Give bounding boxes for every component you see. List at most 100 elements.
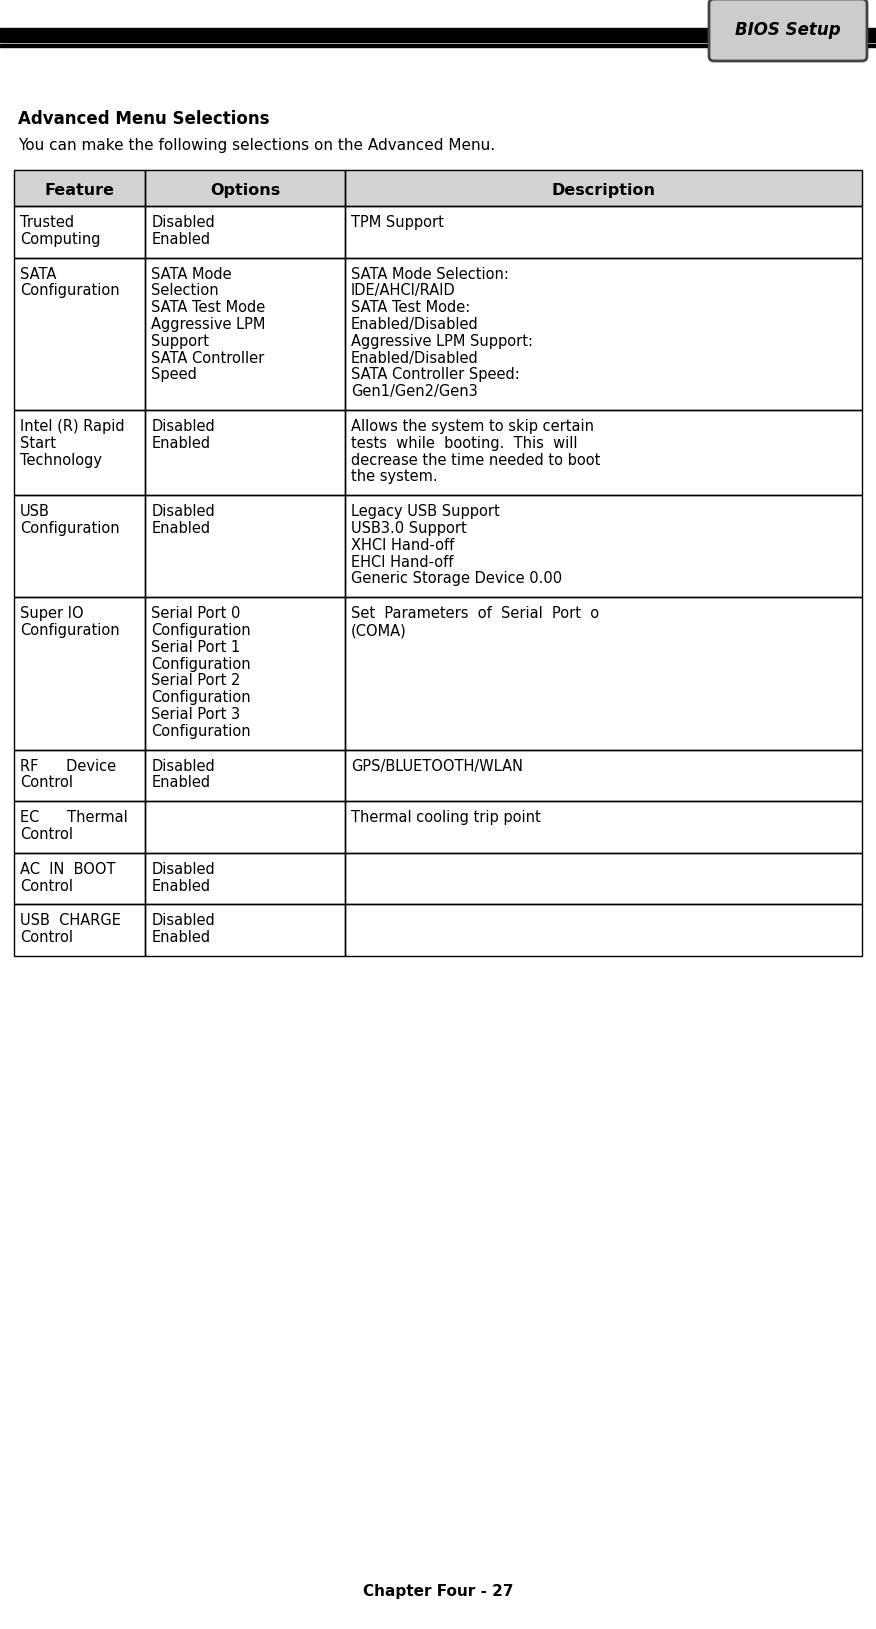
Text: SATA Test Mode:: SATA Test Mode: [350,300,470,314]
Bar [145,801,345,854]
Text: Generic Storage Device 0.00: Generic Storage Device 0.00 [350,572,562,586]
Text: Disabled: Disabled [152,215,215,230]
Text: Enabled/Disabled: Enabled/Disabled [350,350,478,365]
Text: Serial Port 1: Serial Port 1 [152,640,241,655]
Text: Disabled: Disabled [152,419,215,433]
Text: Computing: Computing [20,231,101,248]
Bar [145,169,345,205]
Text: Configuration: Configuration [152,723,251,740]
Text: Serial Port 2: Serial Port 2 [152,673,241,689]
Text: USB3.0 Support: USB3.0 Support [350,521,466,536]
Bar [345,854,862,904]
Text: Serial Port 0: Serial Port 0 [152,606,241,621]
Bar [145,205,345,257]
Bar [0,28,876,42]
Text: Legacy USB Support: Legacy USB Support [350,505,499,520]
Text: You can make the following selections on the Advanced Menu.: You can make the following selections on… [18,138,495,153]
Text: Gen1/Gen2/Gen3: Gen1/Gen2/Gen3 [350,384,477,399]
Text: EHCI Hand-off: EHCI Hand-off [350,554,453,570]
Text: Control: Control [20,930,73,945]
Text: Disabled: Disabled [152,759,215,774]
Bar [145,257,345,411]
Bar [345,169,862,205]
Text: Intel (R) Rapid: Intel (R) Rapid [20,419,124,433]
Text: XHCI Hand-off: XHCI Hand-off [350,538,454,552]
Text: SATA Controller: SATA Controller [152,350,265,365]
Bar [345,749,862,801]
Text: Configuration: Configuration [20,283,120,298]
Text: SATA: SATA [20,267,56,282]
Text: Disabled: Disabled [152,914,215,929]
Text: Configuration: Configuration [152,691,251,705]
Bar [14,598,145,749]
Bar [345,205,862,257]
Bar [145,904,345,956]
Text: Super IO: Super IO [20,606,83,621]
Text: Feature: Feature [45,182,115,197]
Bar [145,598,345,749]
Text: Description: Description [551,182,655,197]
Text: USB  CHARGE: USB CHARGE [20,914,121,929]
Text: Advanced Menu Selections: Advanced Menu Selections [18,111,270,129]
Bar [345,598,862,749]
Text: tests  while  booting.  This  will: tests while booting. This will [350,437,577,451]
Text: Enabled: Enabled [152,521,210,536]
Text: Technology: Technology [20,453,102,468]
Text: Start: Start [20,437,56,451]
Text: Disabled: Disabled [152,505,215,520]
Text: (COMA): (COMA) [350,622,406,639]
Bar [14,169,145,205]
Text: Aggressive LPM: Aggressive LPM [152,318,265,332]
Text: Control: Control [20,878,73,894]
Text: Enabled: Enabled [152,437,210,451]
Text: USB: USB [20,505,50,520]
Bar [145,749,345,801]
Text: SATA Mode: SATA Mode [152,267,232,282]
Text: SATA Test Mode: SATA Test Mode [152,300,265,314]
Text: Set  Parameters  of  Serial  Port  o: Set Parameters of Serial Port o [350,606,599,621]
Bar [345,904,862,956]
Text: Options: Options [210,182,280,197]
Text: IDE/AHCI/RAID: IDE/AHCI/RAID [350,283,456,298]
Bar [345,169,862,205]
Text: BIOS Setup: BIOS Setup [735,21,841,39]
Bar [14,495,145,598]
Text: Enabled: Enabled [152,878,210,894]
Bar [345,495,862,598]
Text: AC  IN  BOOT: AC IN BOOT [20,862,116,876]
Text: Serial Port 3: Serial Port 3 [152,707,241,722]
Text: SATA Controller Speed:: SATA Controller Speed: [350,368,519,383]
Bar [14,904,145,956]
Text: Enabled: Enabled [152,775,210,790]
Text: Support: Support [152,334,209,349]
Bar [145,411,345,495]
Bar [14,257,145,411]
Text: Configuration: Configuration [20,521,120,536]
Text: Aggressive LPM Support:: Aggressive LPM Support: [350,334,533,349]
Bar [14,749,145,801]
Bar [0,44,876,47]
Text: Configuration: Configuration [152,656,251,671]
Text: Configuration: Configuration [152,622,251,639]
Text: GPS/BLUETOOTH/WLAN: GPS/BLUETOOTH/WLAN [350,759,523,774]
Text: Selection: Selection [152,283,219,298]
FancyBboxPatch shape [709,0,867,60]
Text: the system.: the system. [350,469,437,484]
Text: SATA Mode Selection:: SATA Mode Selection: [350,267,509,282]
Bar [14,411,145,495]
Text: Chapter Four - 27: Chapter Four - 27 [363,1583,513,1600]
Bar [14,801,145,854]
Text: TPM Support: TPM Support [350,215,443,230]
Text: RF      Device: RF Device [20,759,117,774]
Text: EC      Thermal: EC Thermal [20,810,128,826]
Bar [145,854,345,904]
Bar [345,411,862,495]
Bar [145,169,345,205]
Bar [14,205,145,257]
Text: Trusted: Trusted [20,215,74,230]
Text: Configuration: Configuration [20,622,120,639]
Text: Speed: Speed [152,368,197,383]
Bar [345,801,862,854]
Text: Enabled/Disabled: Enabled/Disabled [350,318,478,332]
Text: Control: Control [20,828,73,842]
